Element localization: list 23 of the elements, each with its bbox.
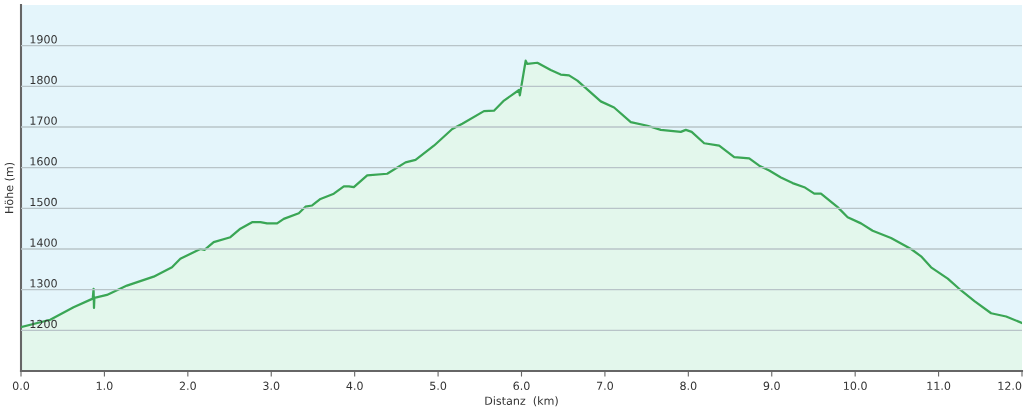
- x-tick-label: 5.0: [430, 381, 447, 391]
- x-tick-label: 2.0: [179, 381, 196, 391]
- y-tick-label: 1500: [30, 197, 57, 207]
- x-tick-label: 0.0: [12, 381, 30, 391]
- x-tick-label: 11.0: [927, 381, 951, 391]
- y-tick-label: 1900: [30, 35, 57, 44]
- x-tick-label: 10.0: [844, 381, 867, 391]
- y-tick-label: 1800: [30, 75, 57, 85]
- x-tick-label: 9.0: [763, 381, 780, 391]
- y-tick-label: 1600: [30, 157, 57, 166]
- y-tick-label: 1300: [30, 279, 57, 288]
- y-tick-label: 1700: [30, 116, 57, 125]
- y-tick-label: 1200: [30, 319, 57, 329]
- x-tick-label: 7.0: [596, 381, 614, 391]
- y-axis-title: Höhe (m): [4, 162, 15, 213]
- x-tick-label: 4.0: [346, 381, 363, 391]
- x-tick-label: 6.0: [513, 381, 530, 391]
- y-tick-label: 1400: [30, 238, 57, 247]
- x-tick-label: 1.0: [96, 381, 113, 391]
- x-tick-label: 3.0: [263, 381, 280, 391]
- x-axis-title: Distanz (km): [485, 396, 558, 407]
- x-tick-label: 8.0: [680, 381, 697, 391]
- x-tick-label: 12.0: [998, 381, 1022, 391]
